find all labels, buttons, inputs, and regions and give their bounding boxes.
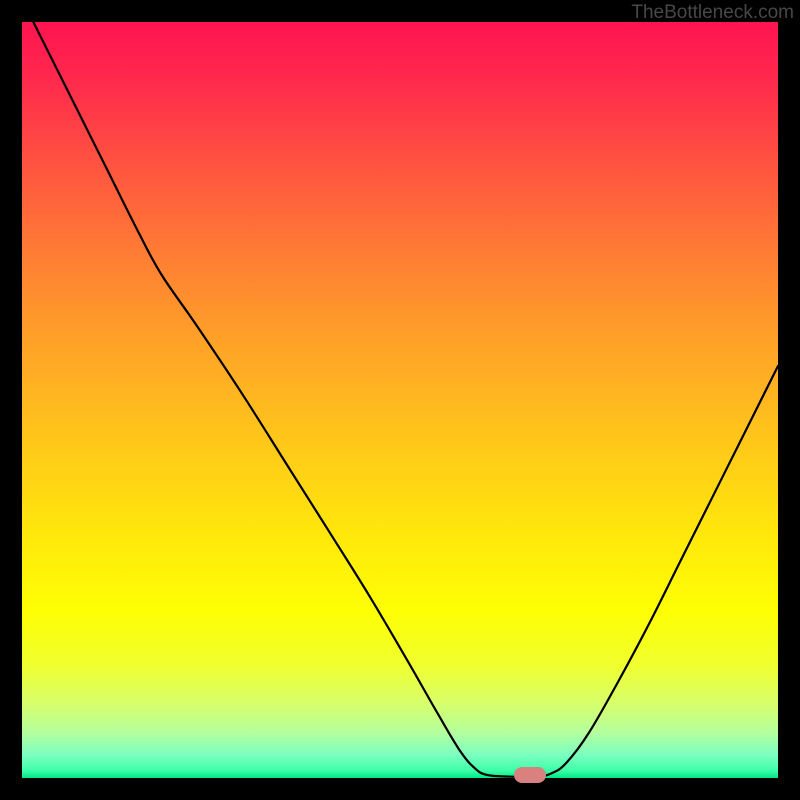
- plot-area: [22, 22, 778, 778]
- bottleneck-curve: [22, 22, 778, 778]
- watermark-text: TheBottleneck.com: [631, 2, 794, 24]
- optimal-point-marker: [514, 767, 546, 783]
